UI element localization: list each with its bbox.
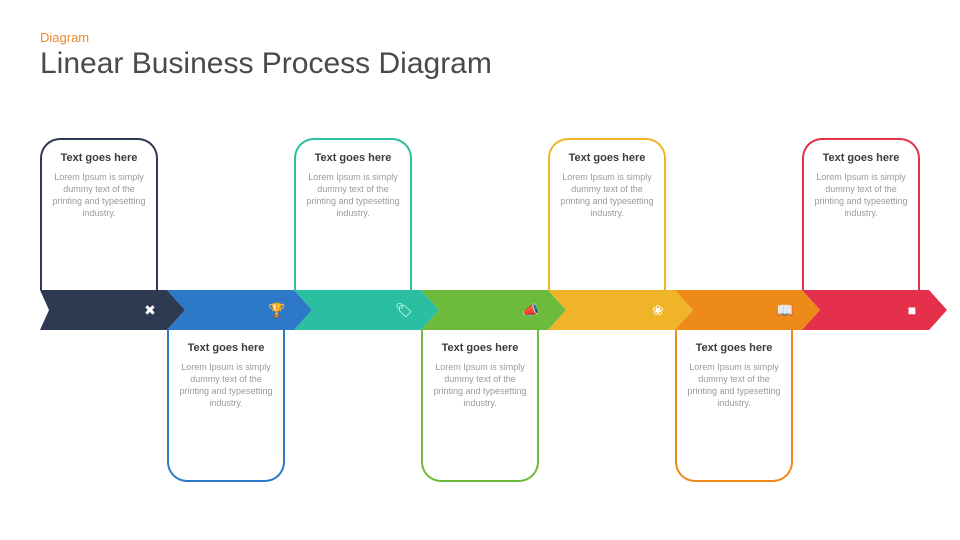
card-body: Lorem Ipsum is simply dummy text of the … [558,171,656,220]
kicker: Diagram [40,30,920,45]
process-arrow-2: 🏆 [167,290,312,330]
card-title: Text goes here [812,152,910,166]
process-card-3: Text goes here Lorem Ipsum is simply dumm… [294,138,412,290]
process-card-7: Text goes here Lorem Ipsum is simply dumm… [802,138,920,290]
process-arrow-7: ■ [802,290,947,330]
process-card-2: Text goes here Lorem Ipsum is simply dumm… [167,330,285,482]
trophy-icon: 🏆 [268,301,286,319]
tag-icon: 🏷 [395,301,413,319]
card-title: Text goes here [685,342,783,356]
process-arrow-6: 📖 [675,290,820,330]
card-title: Text goes here [304,152,402,166]
page-title: Linear Business Process Diagram [40,47,920,81]
process-row: ✖Text goes hereLorem Ipsum is simply dum… [0,290,960,330]
process-card-5: Text goes here Lorem Ipsum is simply dumm… [548,138,666,290]
process-arrow-5: ❀ [548,290,693,330]
card-body: Lorem Ipsum is simply dummy text of the … [431,361,529,410]
slide: Diagram Linear Business Process Diagram … [0,0,960,540]
megaphone-icon: 📣 [522,301,540,319]
card-body: Lorem Ipsum is simply dummy text of the … [685,361,783,410]
book-icon: 📖 [776,301,794,319]
tools-icon: ✖ [141,301,159,319]
process-card-6: Text goes here Lorem Ipsum is simply dumm… [675,330,793,482]
process-card-1: Text goes here Lorem Ipsum is simply dumm… [40,138,158,290]
card-title: Text goes here [558,152,656,166]
card-title: Text goes here [431,342,529,356]
card-title: Text goes here [50,152,148,166]
card-body: Lorem Ipsum is simply dummy text of the … [812,171,910,220]
card-title: Text goes here [177,342,275,356]
card-body: Lorem Ipsum is simply dummy text of the … [304,171,402,220]
card-body: Lorem Ipsum is simply dummy text of the … [50,171,148,220]
folder-icon: ■ [903,301,921,319]
process-arrow-1: ✖ [40,290,185,330]
process-arrow-3: 🏷 [294,290,439,330]
leaf-icon: ❀ [649,301,667,319]
process-card-4: Text goes here Lorem Ipsum is simply dumm… [421,330,539,482]
card-body: Lorem Ipsum is simply dummy text of the … [177,361,275,410]
process-arrow-4: 📣 [421,290,566,330]
